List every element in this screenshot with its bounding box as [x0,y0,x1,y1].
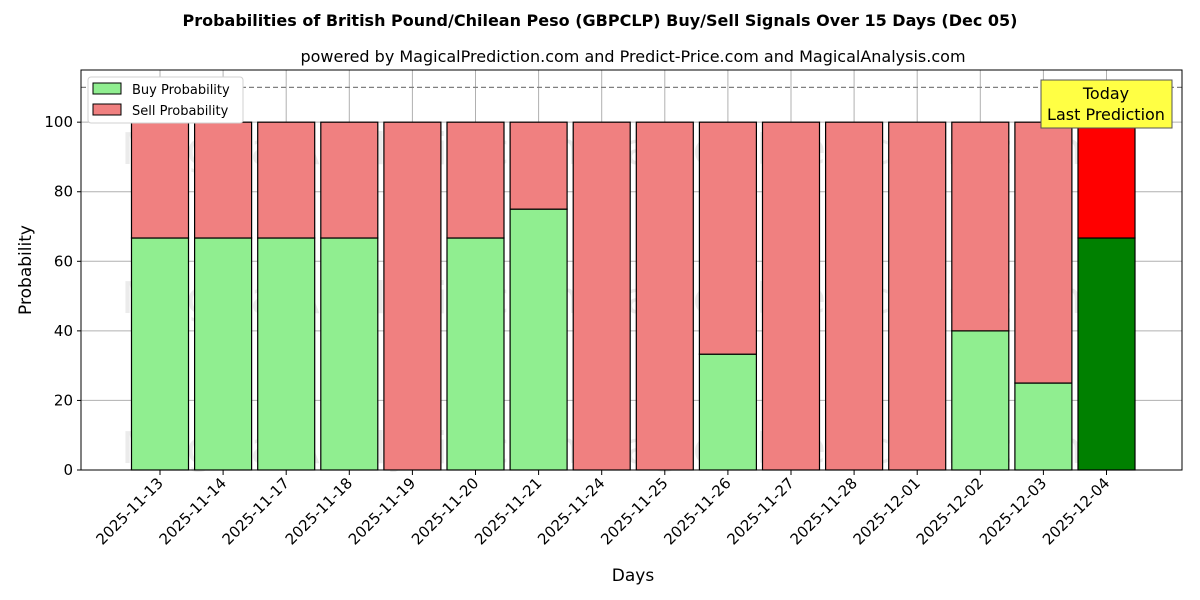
buy-bar[interactable] [194,237,253,471]
legend-box [87,76,244,124]
sell-bar[interactable] [698,121,758,355]
sell-bar[interactable] [320,121,379,239]
x-tick-label: 2025-11-14 [156,474,230,548]
x-tick-label: 2025-11-18 [282,474,356,548]
x-tick-label: 2025-12-02 [913,474,987,548]
sell-bar[interactable] [1014,121,1073,384]
x-tick-label: 2025-12-03 [976,474,1050,548]
today-annotation-label: Today [1082,84,1129,103]
legend-label: Sell Probability [132,104,229,119]
x-tick-label: 2025-11-24 [534,474,608,548]
sell-bar[interactable] [572,121,631,471]
buy-bar[interactable] [1077,237,1136,471]
sell-bar[interactable] [130,121,190,239]
x-tick-label: 2025-12-01 [850,474,924,548]
y-tick-label: 100 [44,113,73,131]
buy-bar[interactable] [951,330,1010,471]
buy-bar[interactable] [1014,382,1073,471]
chart-subtitle: powered by MagicalPrediction.com and Pre… [300,47,965,66]
sell-bar[interactable] [635,121,694,471]
x-tick-label: 2025-11-17 [219,474,293,548]
sell-bar[interactable] [824,121,884,471]
sell-bar[interactable] [951,121,1010,332]
buy-bar[interactable] [698,353,758,471]
last-prediction-label: Last Prediction [1047,105,1165,124]
buy-bar[interactable] [320,237,379,471]
sell-bar[interactable] [761,121,821,471]
sell-bar[interactable] [509,121,568,210]
buy-bar[interactable] [257,237,316,471]
sell-bar[interactable] [888,121,947,471]
y-tick-label: 80 [54,183,73,201]
y-tick-label: 60 [54,252,73,270]
sell-bar[interactable] [1077,121,1136,239]
plot-frame [80,69,1183,471]
x-tick-label: 2025-11-21 [471,474,545,548]
sell-bar[interactable] [383,121,442,471]
x-axis-label: Days [612,566,655,586]
sell-bar[interactable] [446,121,505,239]
x-tick-label: 2025-11-25 [597,474,671,548]
chart-title: Probabilities of British Pound/Chilean P… [182,11,1017,30]
x-tick-label: 2025-12-04 [1039,474,1113,548]
x-tick-label: 2025-11-27 [723,474,797,548]
buy-bar[interactable] [509,208,568,471]
x-tick-label: 2025-11-13 [92,474,166,548]
buy-bar[interactable] [446,237,505,471]
y-tick-label: 20 [54,391,73,409]
y-axis-label: Probability [16,225,36,315]
x-tick-label: 2025-11-26 [660,474,734,548]
buy-bar[interactable] [130,237,190,471]
x-tick-label: 2025-11-20 [408,474,482,548]
today-annotation-box [1040,79,1173,129]
sell-bar[interactable] [194,121,253,239]
legend-label: Buy Probability [132,83,230,98]
y-tick-label: 0 [63,461,73,479]
sell-bar[interactable] [257,121,316,239]
y-tick-label: 40 [54,322,73,340]
x-tick-label: 2025-11-19 [345,474,419,548]
legend-swatch [92,82,122,95]
legend-swatch [92,103,122,116]
x-tick-label: 2025-11-28 [787,474,861,548]
